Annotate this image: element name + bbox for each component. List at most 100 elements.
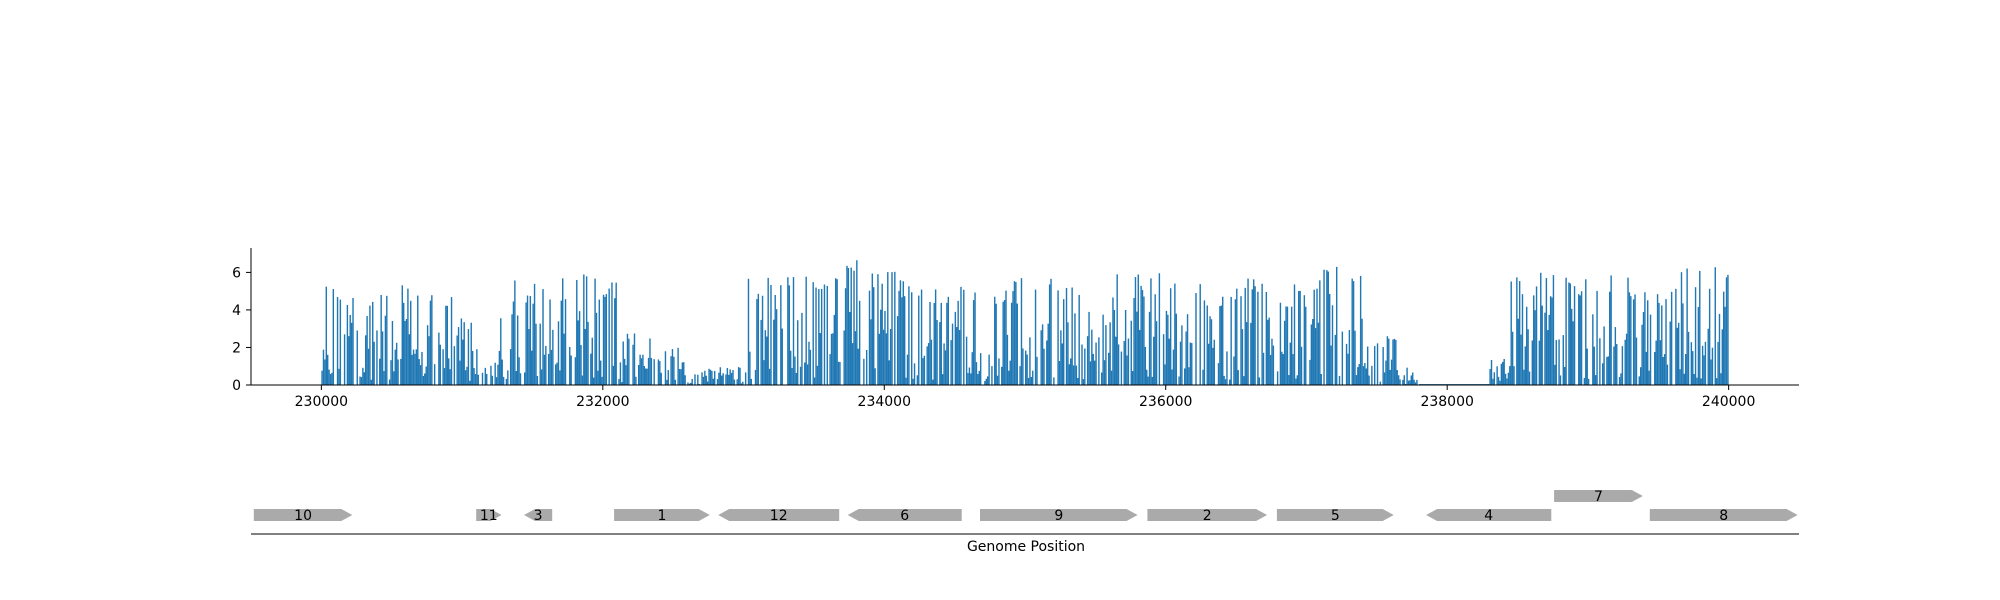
coverage-bar — [1649, 314, 1652, 385]
coverage-bar — [473, 368, 475, 385]
coverage-bar — [1240, 296, 1242, 385]
coverage-bar — [1348, 330, 1351, 385]
coverage-bar — [415, 349, 418, 385]
coverage-bar — [1364, 363, 1366, 385]
coverage-bar — [687, 382, 689, 385]
coverage-bar — [1397, 375, 1400, 385]
coverage-bar — [421, 352, 423, 385]
coverage-bar — [667, 370, 669, 385]
coverage-bar — [1386, 336, 1389, 385]
coverage-bar — [1693, 374, 1695, 385]
coverage-bar — [647, 357, 650, 385]
coverage-bar — [407, 288, 409, 385]
coverage-bar — [502, 376, 505, 385]
gene-arrow — [614, 509, 710, 521]
coverage-bar — [1319, 280, 1321, 385]
coverage-bar — [922, 358, 924, 385]
coverage-bar — [673, 356, 675, 385]
coverage-bar — [766, 336, 768, 385]
coverage-bar — [1203, 300, 1206, 385]
coverage-bar — [1407, 380, 1410, 385]
coverage-region — [716, 367, 744, 385]
coverage-bar — [1137, 274, 1139, 385]
coverage-bar — [1720, 373, 1722, 385]
coverage-bar — [1669, 321, 1671, 385]
coverage-bar — [1013, 281, 1016, 385]
coverage-bar — [1586, 348, 1588, 385]
coverage-bar — [422, 375, 425, 385]
coverage-bar — [706, 381, 709, 385]
coverage-bar — [1580, 291, 1583, 385]
coverage-bar — [1081, 344, 1083, 385]
coverage-bar — [1516, 277, 1518, 385]
coverage-bar — [1247, 278, 1249, 385]
coverage-bar — [726, 367, 729, 385]
gene-arrow — [524, 509, 553, 521]
coverage-bar — [1134, 277, 1137, 385]
coverage-bar — [978, 370, 980, 385]
coverage-bar — [871, 273, 874, 385]
coverage-bar — [650, 357, 653, 385]
coverage-bar — [1624, 339, 1626, 385]
coverage-bar — [760, 319, 762, 385]
coverage-bar — [1613, 346, 1615, 385]
coverage-bar — [960, 286, 962, 385]
coverage-bar — [1409, 380, 1411, 385]
coverage-bar — [1648, 370, 1650, 385]
coverage-bar — [1583, 377, 1586, 385]
coverage-bar — [1296, 375, 1299, 385]
coverage-bar — [920, 289, 923, 385]
coverage-bar — [1665, 299, 1667, 385]
coverage-bar — [1109, 322, 1111, 385]
coverage-bar — [1127, 338, 1130, 385]
coverage-bar — [1393, 338, 1396, 385]
x-tick-label: 236000 — [1139, 394, 1192, 410]
coverage-bar — [1492, 378, 1494, 385]
coverage-bar — [906, 354, 909, 385]
coverage-bar — [1710, 359, 1712, 385]
coverage-bar — [1675, 288, 1677, 385]
coverage-bar — [1338, 375, 1341, 385]
coverage-bar — [1658, 302, 1660, 385]
coverage-bar — [826, 285, 828, 385]
coverage-bar — [998, 358, 1000, 385]
coverage-bar — [888, 360, 890, 385]
coverage-bar — [564, 299, 567, 385]
coverage-bar — [1630, 296, 1632, 385]
coverage-bar — [1131, 371, 1134, 385]
coverage-bar — [1534, 310, 1536, 385]
coverage-bar — [701, 372, 703, 385]
coverage-bar — [1281, 351, 1283, 385]
coverage-bar — [418, 359, 420, 385]
coverage-bar — [1642, 312, 1645, 385]
coverage-bar — [912, 378, 914, 385]
coverage-bar — [1715, 378, 1718, 385]
coverage-bar — [1243, 376, 1245, 385]
coverage-bar — [457, 327, 460, 385]
coverage-bar — [744, 372, 747, 385]
coverage-bar — [812, 282, 814, 385]
coverage-bar — [757, 293, 760, 385]
coverage-bar — [1490, 359, 1493, 385]
coverage-bar — [761, 295, 764, 385]
coverage-bar — [951, 323, 954, 385]
coverage-bar — [360, 377, 363, 385]
coverage-bar — [767, 277, 769, 385]
coverage-bar — [367, 348, 370, 385]
coverage-bar — [471, 350, 474, 385]
coverage-bar — [1506, 378, 1508, 385]
coverage-bar — [1210, 319, 1213, 385]
coverage-bar — [446, 305, 449, 385]
coverage-bar — [930, 339, 933, 385]
coverage-bar — [837, 361, 840, 385]
coverage-bar — [1562, 335, 1564, 385]
coverage-bar — [1385, 360, 1387, 385]
coverage-bar — [1309, 359, 1311, 385]
coverage-bar — [1113, 309, 1116, 385]
coverage-bar — [739, 367, 741, 385]
coverage-bar — [1361, 318, 1363, 385]
coverage-bar — [1572, 321, 1574, 385]
coverage-bar — [1496, 366, 1498, 385]
coverage-bar — [1065, 287, 1068, 385]
coverage-bar — [1061, 343, 1063, 385]
